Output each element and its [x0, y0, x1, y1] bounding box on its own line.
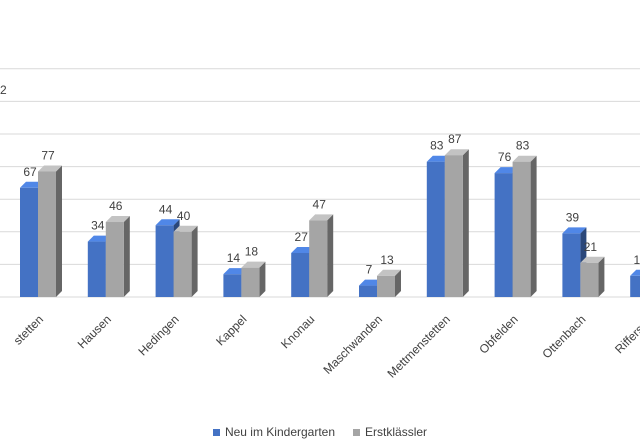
legend-swatch-erstklaessler	[353, 428, 361, 436]
bar-erstklaessler	[38, 165, 62, 297]
bar-erstklaessler	[309, 214, 334, 297]
legend-item-erstklaessler: Erstklässler	[353, 424, 427, 440]
data-label: 67	[23, 165, 37, 179]
data-label: 40	[177, 209, 191, 223]
legend-swatch-kindergarten	[212, 428, 220, 436]
bar-erstklaessler	[105, 216, 130, 297]
data-label: 83	[516, 139, 530, 153]
category-label: Hausen	[75, 312, 114, 351]
category-label: Hedingen	[135, 312, 181, 358]
data-label: 46	[109, 199, 123, 213]
data-label: 44	[159, 202, 173, 216]
category-label: stetten	[11, 312, 46, 347]
bar-erstklaessler	[241, 261, 266, 297]
legend-item-kindergarten: Neu im Kindergarten	[212, 424, 336, 440]
data-labels: 677734464440141827477138387768339211312	[23, 132, 640, 276]
bar-erstklaessler	[580, 256, 605, 297]
bar-erstklaessler	[512, 155, 537, 297]
category-label: Mettmenstetten	[385, 312, 453, 380]
data-label: 83	[430, 139, 444, 153]
legend-label-kindergarten: Neu im Kindergarten	[224, 425, 336, 439]
data-label: 13	[634, 253, 640, 267]
bars	[20, 149, 640, 297]
data-label: 76	[498, 150, 512, 164]
category-label: Ottenbach	[539, 312, 588, 361]
data-label: 77	[41, 148, 55, 162]
data-label: 18	[245, 245, 259, 259]
category-label: Rifferswil	[612, 312, 640, 356]
data-label: 87	[448, 132, 462, 146]
data-label: 14	[227, 251, 241, 265]
bar-kindergarten	[630, 269, 640, 297]
data-label: 21	[584, 240, 598, 254]
bar-erstklaessler	[173, 225, 198, 297]
data-label: 13	[380, 253, 394, 267]
data-label: 39	[566, 210, 580, 224]
data-label-partial: 2	[0, 83, 7, 97]
category-label: Knonau	[278, 312, 317, 351]
data-label: 27	[295, 230, 309, 244]
category-label: Maschwanden	[320, 312, 385, 377]
category-labels: stetten Hausen Hedingen Kappel Knonau Maschwa…	[11, 312, 640, 380]
legend-label-erstklaessler: Erstklässler	[365, 425, 428, 439]
bar-erstklaessler	[444, 149, 469, 297]
bar-erstklaessler	[377, 269, 401, 297]
data-label: 34	[91, 219, 105, 233]
category-label: Kappel	[213, 312, 249, 348]
category-label: Obfelden	[476, 312, 520, 356]
data-label: 47	[313, 197, 327, 211]
data-label: 7	[366, 263, 373, 277]
legend: Neu im Kindergarten Erstklässler	[0, 424, 640, 440]
